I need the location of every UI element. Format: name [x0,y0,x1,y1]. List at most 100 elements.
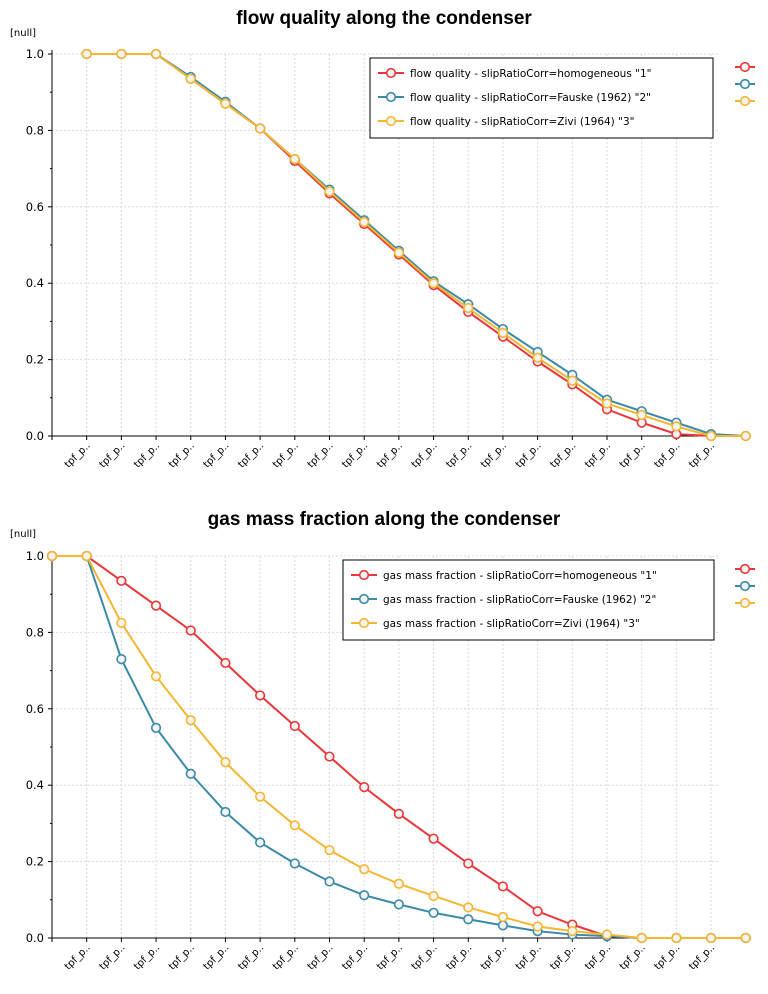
side-legend-marker [739,95,751,107]
data-point-series-3 [532,921,543,932]
side-legend-marker [739,580,751,592]
x-tick-label: tpf_p.. [479,440,509,470]
data-point-series-3 [220,757,231,768]
x-tick-label: tpf_p.. [271,440,301,470]
data-point-series-2 [150,722,162,734]
x-tick-label: tpf_p.. [97,942,127,972]
x-tick-label: tpf_p.. [618,440,648,470]
x-tick-label: tpf_p.. [444,440,474,470]
data-point-series-1 [255,690,266,701]
data-point-series-1 [289,720,300,732]
legend-box [369,57,714,139]
x-tick-label: tpf_p.. [583,440,613,470]
data-point-series-3 [185,73,196,84]
data-point-series-3 [497,327,509,338]
x-tick-label: tpf_p.. [340,440,370,470]
data-point-series-3 [497,911,509,923]
x-tick-label: tpf_p.. [167,942,197,972]
data-point-series-1 [116,575,127,586]
data-point-series-3 [81,550,92,562]
x-tick-label: tpf_p.. [63,440,93,470]
data-point-series-2 [220,806,231,818]
data-point-series-3 [740,430,751,442]
legend-marker [385,115,397,127]
x-tick-label: tpf_p.. [410,440,440,470]
data-point-series-3 [463,902,474,913]
x-tick-label: tpf_p.. [444,942,474,972]
data-point-series-3 [324,845,335,856]
data-point-series-3 [740,932,751,944]
data-point-series-1 [532,906,543,917]
x-tick-label: tpf_p.. [583,942,613,972]
data-point-series-2 [463,914,474,925]
data-point-series-3 [289,820,300,831]
data-point-series-1 [359,782,370,793]
y-tick-label: 0.6 [26,200,44,214]
legend-entry-3: flow quality - slipRatioCorr=Zivi (1964)… [410,116,634,128]
data-point-series-3 [705,932,717,944]
y-axis-label: [null] [10,28,36,39]
data-point-series-3 [636,409,647,421]
data-point-series-3 [324,186,335,197]
chart-1: flow quality along the condenser [null] 0.… [10,8,755,470]
data-point-series-1 [463,858,474,869]
data-point-series-1 [185,625,196,636]
data-point-series-3 [601,398,613,409]
data-point-series-3 [185,715,196,726]
y-tick-label: 0.6 [26,702,44,716]
data-point-series-3 [393,878,404,889]
legend-marker [358,617,370,629]
data-point-series-3 [671,421,682,432]
data-point-series-3 [255,791,266,802]
y-tick-label: 0.4 [26,778,44,792]
x-tick-label: tpf_p.. [514,942,544,972]
y-tick-label: 0.2 [26,855,44,869]
data-point-series-3 [150,671,162,682]
x-tick-label: tpf_p.. [306,440,336,470]
data-point-series-1 [220,657,231,669]
x-tick-label: tpf_p.. [202,440,232,470]
data-point-series-2 [116,654,127,665]
x-tick-label: tpf_p.. [548,440,578,470]
y-tick-label: 0.8 [26,123,44,137]
y-tick-label: 1.0 [26,47,44,61]
x-tick-label: tpf_p.. [375,942,405,972]
data-point-series-2 [359,890,370,901]
x-tick-label: tpf_p.. [652,942,682,972]
legend-entry-2: flow quality - slipRatioCorr=Fauske (196… [410,92,651,104]
x-tick-label: tpf_p.. [410,942,440,972]
legend-box [342,559,715,641]
data-point-series-3 [150,48,162,60]
x-tick-label: tpf_p.. [652,440,682,470]
data-point-series-3 [567,375,578,386]
x-tick-label: tpf_p.. [687,440,717,470]
data-point-series-1 [428,833,439,844]
x-tick-label: tpf_p.. [618,942,648,972]
y-tick-label: 0.0 [26,931,44,945]
series-line-3 [86,53,746,437]
chart-title: gas mass fraction along the condenser [208,509,561,530]
side-legend-marker [739,61,751,73]
legend-marker [385,67,397,79]
data-point-series-2 [324,876,335,887]
data-point-series-3 [359,864,370,875]
legend-entry-2: gas mass fraction - slipRatioCorr=Fauske… [383,594,656,606]
side-legend-marker [739,563,751,575]
data-point-series-3 [532,352,543,363]
y-tick-label: 0.4 [26,276,44,290]
x-tick-label: tpf_p.. [271,942,301,972]
data-point-series-3 [116,617,127,628]
chart-2: gas mass fraction along the condenser [nu… [10,509,755,972]
data-point-series-3 [463,302,474,314]
side-legend-marker [739,597,751,609]
legend-marker [385,91,397,103]
data-point-series-3 [428,278,439,289]
x-tick-label: tpf_p.. [202,942,232,972]
legend-entry-3: gas mass fraction - slipRatioCorr=Zivi (… [383,618,640,630]
data-point-series-3 [601,929,613,940]
x-tick-label: tpf_p.. [167,440,197,470]
series-line-2 [86,53,746,437]
x-tick-label: tpf_p.. [340,942,370,972]
x-tick-label: tpf_p.. [479,942,509,972]
x-tick-label: tpf_p.. [236,440,266,470]
